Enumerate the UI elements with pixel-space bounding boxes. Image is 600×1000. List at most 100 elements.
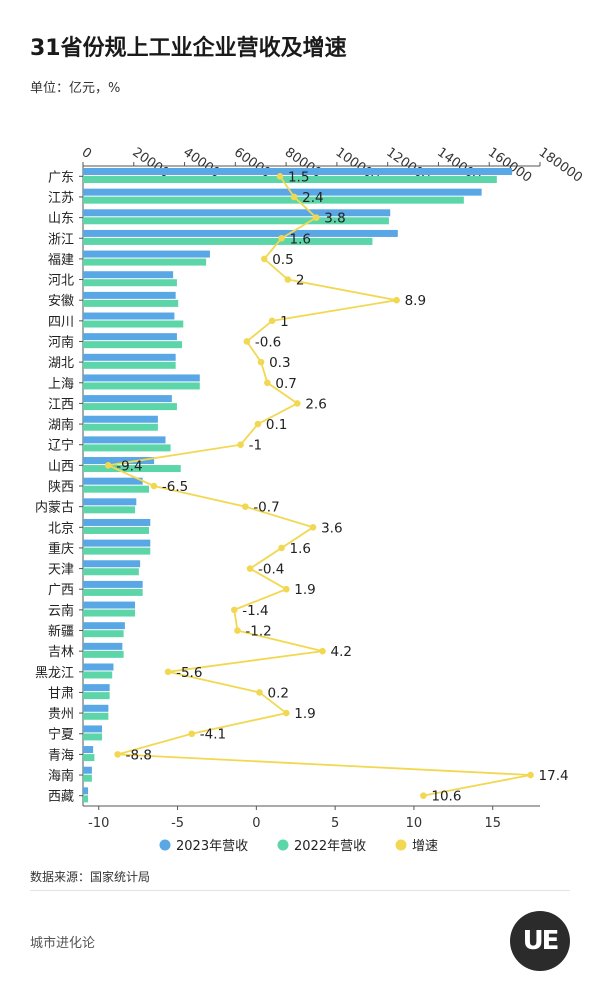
growth-point (246, 565, 254, 572)
legend-label: 增速 (412, 839, 438, 854)
growth-point (164, 668, 172, 676)
growth-point (282, 709, 290, 717)
growth-data-label: 1.5 (288, 169, 309, 185)
growth-data-label: -0.7 (253, 500, 279, 516)
bottom-axis-tick-label: 0 (252, 816, 260, 831)
bar-2022 (83, 320, 184, 328)
growth-point (234, 627, 241, 634)
bar-2022 (83, 712, 109, 720)
category-label: 山西 (48, 459, 74, 474)
growth-point (294, 400, 301, 407)
growth-point (242, 503, 249, 510)
category-label: 北京 (48, 521, 74, 536)
growth-point (260, 255, 268, 263)
category-label: 四川 (48, 315, 74, 330)
bar-2023 (83, 684, 110, 692)
growth-point (309, 523, 317, 531)
growth-point (237, 441, 244, 449)
bar-2022 (83, 526, 150, 534)
chart: 0 20000 40000 60000 80000 100000 120000 140000 1… (35, 145, 585, 854)
growth-data-label: 0.3 (269, 355, 290, 371)
growth-data-label: 2.4 (302, 190, 323, 206)
growth-point (254, 420, 262, 428)
legend-label: 2023年营收 (176, 839, 248, 854)
category-label: 黑龙江 (35, 666, 74, 681)
category-label: 广东 (48, 170, 74, 185)
bottom-axis-tick-label: 5 (331, 816, 339, 831)
growth-data-label: 4.2 (331, 644, 352, 660)
source-note: 数据来源：国家统计局 (30, 870, 151, 884)
top-axis-tick-label: 20000 (129, 145, 171, 181)
bar-2022 (83, 506, 136, 514)
category-label: 山东 (48, 212, 74, 227)
bar-2023 (83, 725, 103, 733)
growth-data-label: 0.7 (275, 376, 296, 392)
growth-point (284, 276, 292, 283)
bar-2023 (83, 209, 391, 217)
bar-2022 (83, 568, 139, 576)
bar-2022 (83, 423, 158, 431)
bar-2023 (83, 477, 143, 485)
growth-point (282, 585, 290, 593)
bar-2022 (83, 774, 92, 782)
category-label: 宁夏 (48, 727, 74, 743)
legend-marker (159, 839, 171, 851)
growth-data-label: 2.6 (305, 396, 326, 412)
growth-data-label: -0.6 (255, 334, 281, 350)
growth-point (257, 358, 265, 366)
bar-2022 (83, 609, 136, 617)
category-label: 河北 (48, 274, 74, 289)
growth-point (104, 462, 112, 469)
category-label: 陕西 (48, 480, 74, 495)
bar-2023 (83, 271, 174, 279)
bar-2023 (83, 457, 155, 465)
growth-data-label: -1 (249, 438, 262, 454)
growth-point (278, 234, 285, 242)
bottom-axis-tick-label: 10 (406, 816, 423, 831)
category-label: 江西 (48, 397, 74, 412)
bar-2023 (83, 663, 114, 671)
bar-2022 (83, 279, 177, 287)
growth-point (264, 379, 271, 387)
growth-point (114, 751, 121, 758)
growth-point (276, 173, 284, 180)
growth-data-label: 3.8 (324, 211, 345, 227)
category-label: 上海 (48, 377, 74, 392)
bar-2023 (83, 498, 137, 506)
bar-2022 (83, 671, 113, 679)
bar-2022 (83, 176, 497, 183)
chart-title: 31省份规上工业企业营收及增速 (30, 36, 347, 61)
bar-2023 (83, 168, 513, 175)
bar-2022 (83, 630, 124, 638)
brand-logo: UE (510, 911, 570, 971)
growth-data-label: 1.9 (294, 582, 315, 598)
category-label: 天津 (48, 563, 74, 578)
growth-data-label: 3.6 (321, 520, 342, 536)
top-axis-tick-label: 180000 (536, 145, 585, 186)
bar-2023 (83, 622, 125, 630)
bar-2022 (83, 754, 95, 762)
growth-data-label: -9.4 (116, 458, 142, 474)
top-axis-tick-label: 0 (79, 145, 94, 162)
bar-2022 (83, 299, 179, 307)
bar-2023 (83, 560, 141, 568)
category-label: 河南 (48, 334, 74, 350)
divider (30, 890, 570, 891)
bar-2023 (83, 539, 151, 547)
bar-2023 (83, 518, 151, 526)
growth-data-label: -1.4 (242, 603, 268, 619)
bar-2023 (83, 291, 176, 299)
bar-2023 (83, 312, 175, 320)
bar-2023 (83, 704, 109, 712)
bar-2022 (83, 547, 151, 555)
bar-2023 (83, 766, 92, 774)
bottom-axis-tick-label: -10 (88, 816, 109, 831)
bar-2022 (83, 382, 200, 390)
bar-2023 (83, 333, 177, 341)
bar-2023 (83, 415, 158, 423)
bar-2023 (83, 395, 172, 403)
growth-data-label: 1.9 (294, 706, 315, 722)
bar-2023 (83, 436, 166, 444)
bar-2023 (83, 601, 136, 609)
category-label: 吉林 (48, 645, 74, 660)
